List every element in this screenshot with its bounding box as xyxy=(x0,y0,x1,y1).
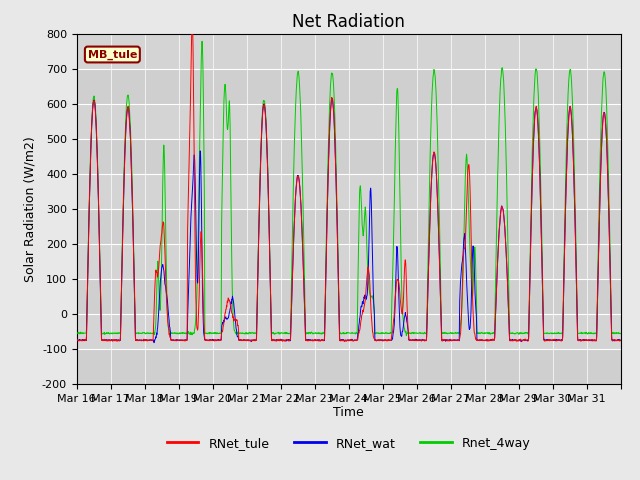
Title: Net Radiation: Net Radiation xyxy=(292,12,405,31)
Y-axis label: Solar Radiation (W/m2): Solar Radiation (W/m2) xyxy=(24,136,36,282)
Bar xyxy=(77,69,621,104)
Bar xyxy=(77,279,621,314)
Bar xyxy=(77,349,621,384)
X-axis label: Time: Time xyxy=(333,407,364,420)
Bar xyxy=(77,139,621,174)
Text: MB_tule: MB_tule xyxy=(88,49,137,60)
Legend: RNet_tule, RNet_wat, Rnet_4way: RNet_tule, RNet_wat, Rnet_4way xyxy=(162,432,536,455)
Bar xyxy=(77,209,621,244)
